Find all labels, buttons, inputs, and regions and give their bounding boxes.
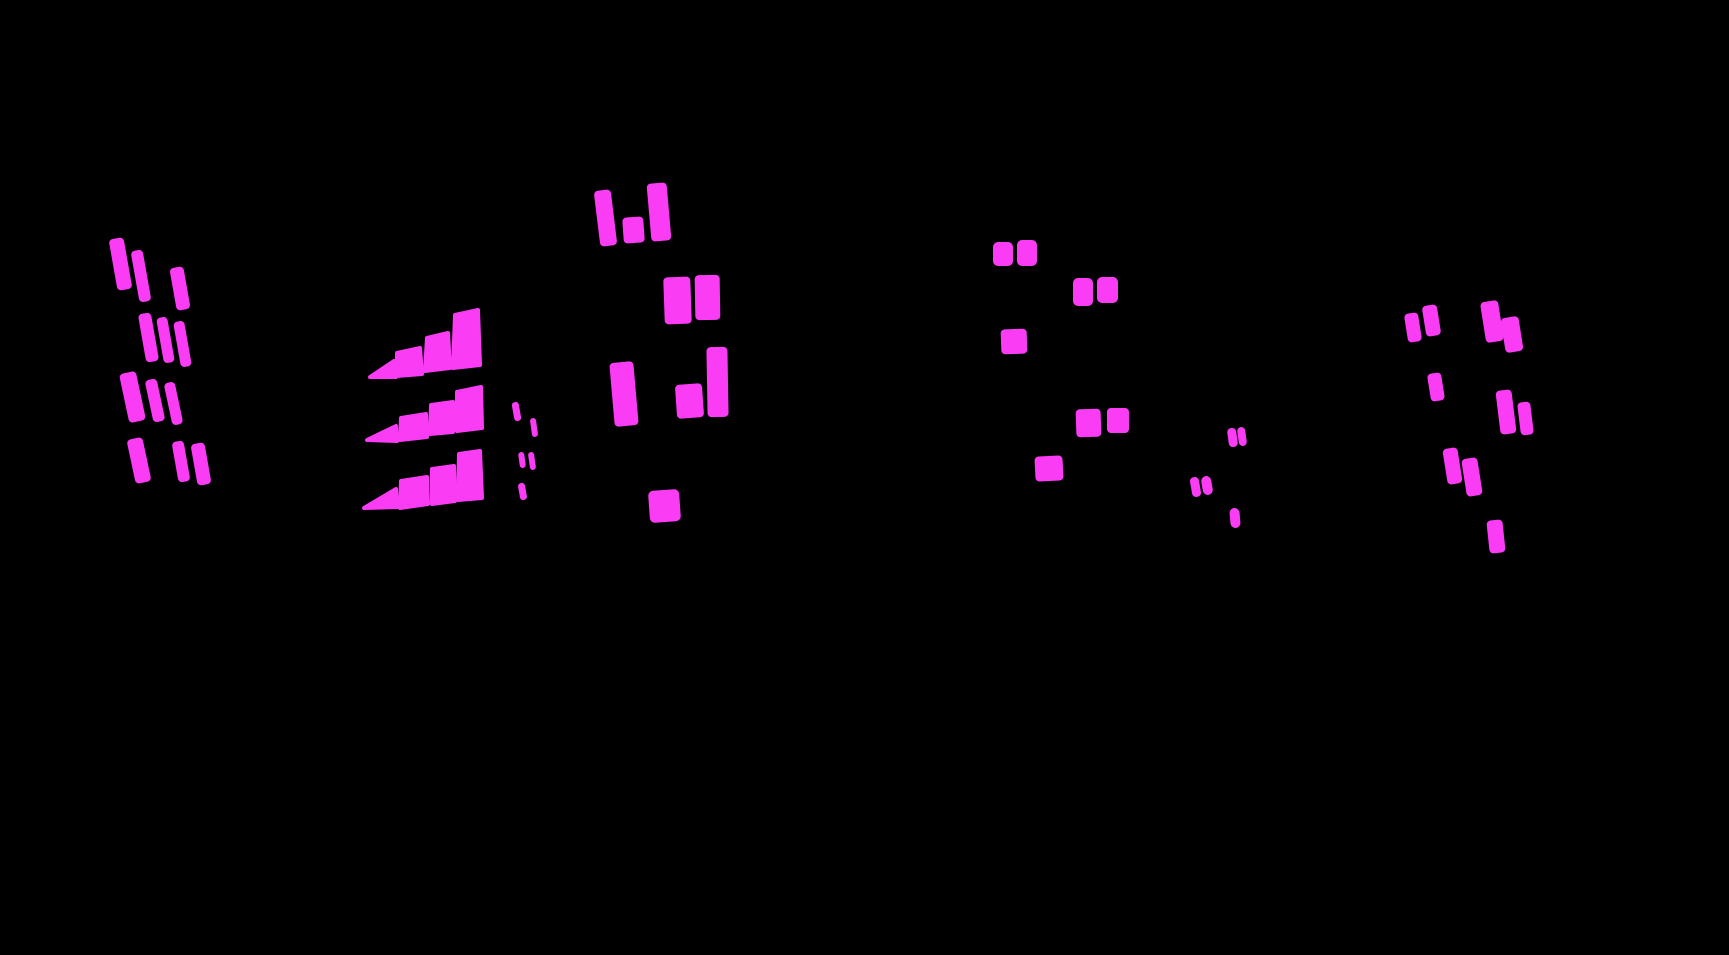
- building-a-window-light-A2: [131, 249, 151, 303]
- building-a-window-light-A5: [156, 317, 175, 363]
- building-b-window-light-B5: [365, 424, 399, 443]
- building-a-window-light-A1: [109, 237, 132, 291]
- building-f-window-light-F2: [1422, 304, 1441, 337]
- building-b-window-light-B12: [456, 449, 484, 502]
- building-b-window-light-B6: [398, 412, 429, 442]
- building-b-slivers-window-light-S1: [511, 402, 522, 421]
- building-a-window-light-A12: [191, 442, 211, 486]
- building-b-slivers-window-light-S4: [528, 452, 536, 470]
- building-d-window-light-D8: [1034, 455, 1064, 482]
- building-f-window-light-F4: [1500, 316, 1524, 353]
- building-c-window-light-C3: [646, 182, 672, 242]
- building-f-window-light-F9: [1461, 457, 1483, 497]
- building-c-window-light-C8: [706, 346, 729, 418]
- building-a-window-light-A11: [172, 440, 190, 483]
- building-c-window-light-C1: [594, 189, 617, 247]
- building-e-window-light-E3: [1189, 477, 1202, 497]
- building-b-window-light-B4: [451, 308, 482, 370]
- building-d-window-light-D3: [1073, 278, 1093, 306]
- building-b-slivers-window-light-S3: [518, 452, 526, 468]
- building-a-window-light-A6: [173, 321, 192, 367]
- building-a-window-light-A9: [164, 382, 183, 425]
- building-d-window-light-D1: [993, 242, 1013, 266]
- building-f-window-light-F10: [1486, 519, 1506, 554]
- building-b-window-light-B11: [430, 464, 457, 506]
- building-e-window-light-E5: [1229, 508, 1241, 528]
- building-b-window-light-B1: [368, 359, 398, 379]
- building-b-slivers-window-light-S2: [530, 418, 538, 437]
- building-c-window-light-C2: [622, 216, 645, 244]
- building-b-window-light-B8: [455, 385, 484, 433]
- building-f-window-light-F6: [1495, 389, 1517, 435]
- building-d-window-light-D6: [1075, 408, 1102, 438]
- building-e-window-light-E4: [1201, 476, 1213, 495]
- building-a-window-light-A8: [145, 378, 165, 423]
- building-f-window-light-F7: [1517, 401, 1534, 436]
- building-a-window-light-A3: [170, 266, 190, 311]
- building-b-window-light-B10: [398, 475, 430, 510]
- building-b-window-light-B3: [423, 331, 452, 373]
- building-b-window-light-B7: [428, 400, 455, 436]
- building-b-window-light-B9: [362, 487, 399, 510]
- building-d-window-light-D5: [1000, 328, 1028, 355]
- building-e-window-light-E2: [1237, 427, 1247, 446]
- building-c-window-light-C6: [609, 361, 639, 427]
- building-c-window-light-C4: [663, 276, 692, 325]
- building-a-window-light-A7: [119, 371, 146, 423]
- building-f-window-light-F8: [1442, 447, 1463, 485]
- building-e-window-light-E1: [1227, 427, 1238, 448]
- building-d-window-light-D2: [1017, 240, 1037, 266]
- building-f-window-light-F3: [1480, 300, 1504, 343]
- building-b-window-light-B2: [395, 346, 424, 378]
- building-f-window-light-F5: [1427, 372, 1445, 402]
- building-a-window-light-A10: [127, 437, 151, 484]
- building-f-window-light-F1: [1404, 312, 1422, 343]
- building-c-window-light-C5: [694, 274, 721, 321]
- building-c-window-light-C9: [648, 489, 681, 523]
- building-d-window-light-D7: [1107, 408, 1129, 433]
- building-d-window-light-D4: [1097, 277, 1118, 303]
- building-c-window-light-C7: [675, 383, 704, 419]
- building-a-window-light-A4: [138, 312, 159, 363]
- building-b-slivers-window-light-S5: [518, 482, 527, 501]
